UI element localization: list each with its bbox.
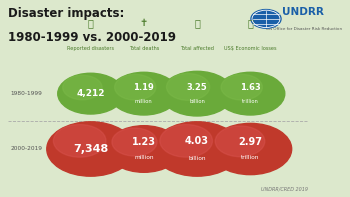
Text: trillion: trillion — [242, 99, 259, 104]
Text: Disaster impacts:: Disaster impacts: — [8, 7, 124, 20]
Circle shape — [160, 125, 212, 157]
Text: 2.97: 2.97 — [238, 137, 262, 147]
Text: Total deaths: Total deaths — [129, 46, 159, 51]
Text: 1980-1999 vs. 2000-2019: 1980-1999 vs. 2000-2019 — [8, 31, 176, 44]
Circle shape — [112, 128, 157, 156]
Text: 1.63: 1.63 — [240, 83, 261, 92]
Text: 4,212: 4,212 — [76, 89, 105, 98]
Text: UNDRR: UNDRR — [282, 7, 323, 17]
Text: Total affected: Total affected — [180, 46, 214, 51]
Circle shape — [114, 74, 156, 100]
Text: 1.23: 1.23 — [132, 138, 156, 148]
Text: 3.25: 3.25 — [187, 83, 208, 92]
Circle shape — [167, 73, 210, 100]
Circle shape — [216, 72, 285, 115]
Text: 4.03: 4.03 — [185, 136, 209, 146]
Circle shape — [53, 125, 106, 157]
Text: 👥: 👥 — [194, 18, 200, 28]
Circle shape — [110, 72, 178, 115]
Text: Reported disasters: Reported disasters — [67, 46, 114, 51]
Circle shape — [215, 126, 265, 157]
Circle shape — [58, 73, 124, 114]
Circle shape — [47, 122, 134, 176]
Circle shape — [153, 122, 241, 176]
Text: 🌪: 🌪 — [88, 18, 93, 28]
Circle shape — [106, 126, 181, 172]
Text: 7,348: 7,348 — [73, 144, 108, 154]
Text: million: million — [135, 99, 153, 104]
Text: billion: billion — [188, 156, 206, 161]
Text: UN Office for Disaster Risk Reduction: UN Office for Disaster Risk Reduction — [266, 27, 342, 31]
Text: UNDRR/CRED 2019: UNDRR/CRED 2019 — [261, 187, 308, 192]
Text: trillion: trillion — [241, 155, 259, 161]
Text: 💵: 💵 — [247, 18, 253, 28]
Text: 1980-1999: 1980-1999 — [11, 91, 43, 96]
Circle shape — [63, 75, 102, 100]
Circle shape — [209, 123, 292, 175]
Text: 1.19: 1.19 — [133, 83, 154, 92]
Text: US$ Economic losses: US$ Economic losses — [224, 46, 276, 51]
Text: million: million — [134, 155, 154, 160]
Text: billion: billion — [189, 99, 205, 104]
Circle shape — [251, 9, 281, 28]
Circle shape — [161, 71, 233, 116]
Text: 2000-2019: 2000-2019 — [11, 147, 43, 151]
Text: ✝: ✝ — [140, 18, 148, 28]
Circle shape — [221, 74, 262, 100]
